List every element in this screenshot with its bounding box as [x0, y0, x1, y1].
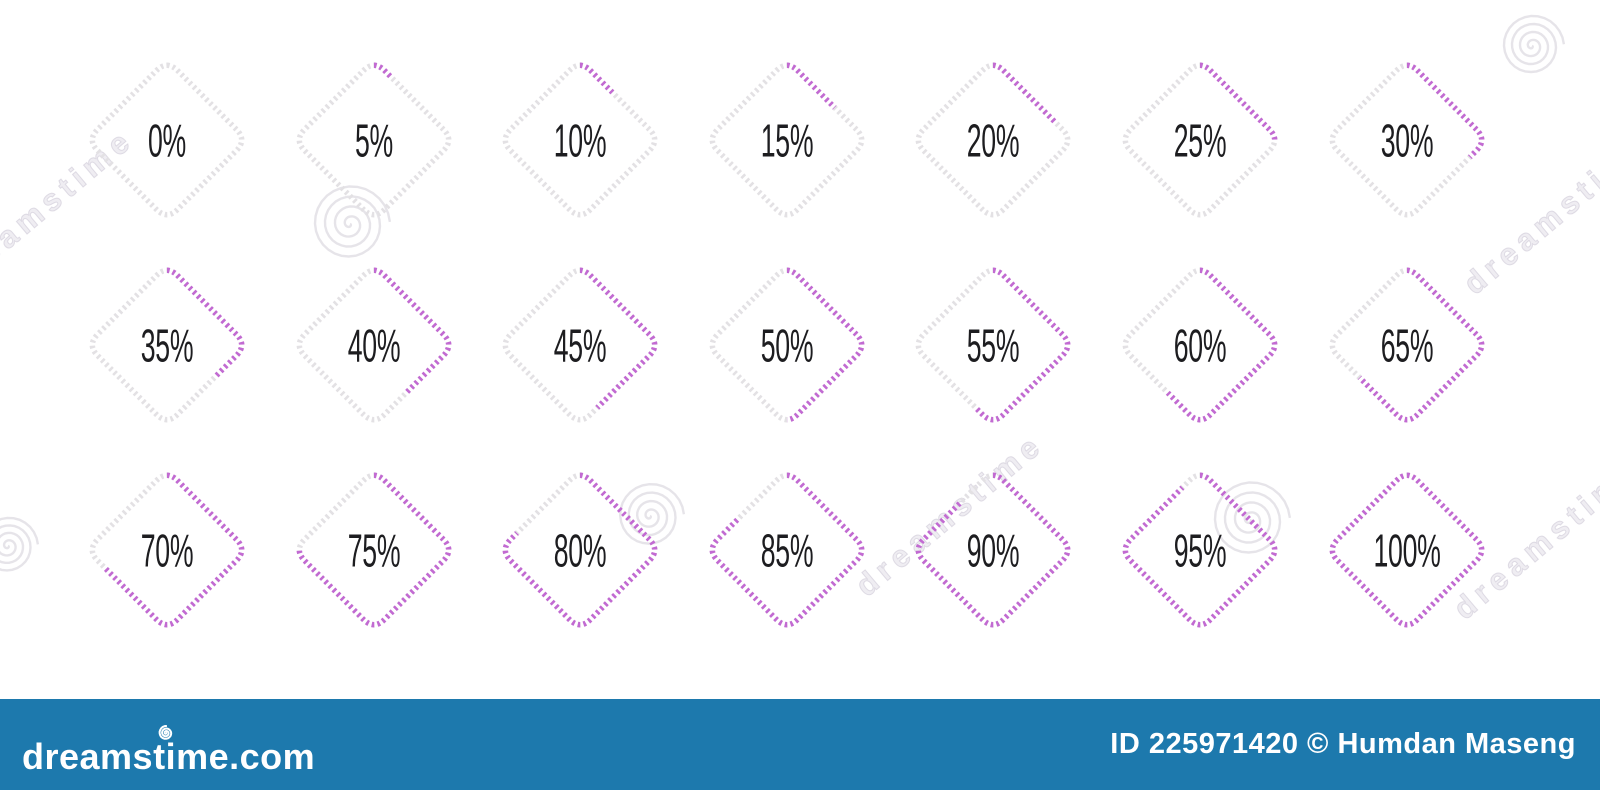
rhombus-progress-20: 20%: [915, 62, 1071, 218]
rhombus-progress-50: 50%: [709, 267, 865, 423]
diagram-cell-55pct: 55%: [893, 245, 1093, 445]
diagram-cell-60pct: 60%: [1100, 245, 1300, 445]
rhombus-progress-75: 75%: [296, 472, 452, 628]
progress-path: [502, 472, 658, 628]
diagram-cell-85pct: 85%: [687, 450, 887, 650]
percent-label: 80%: [554, 525, 607, 576]
percent-label: 100%: [1373, 525, 1440, 576]
progress-path: [1329, 62, 1485, 218]
watermark-spiral-icon: [1213, 481, 1292, 554]
percent-label: 55%: [967, 320, 1020, 371]
percent-label: 40%: [347, 320, 400, 371]
progress-path: [915, 472, 1071, 628]
image-credit: ID 225971420 © Humdan Maseng: [1110, 728, 1576, 760]
rhombus-progress-15: 15%: [709, 62, 865, 218]
diagram-cell-25pct: 25%: [1100, 40, 1300, 240]
progress-path: [502, 267, 658, 423]
diagram-cell-50pct: 50%: [687, 245, 887, 445]
diagram-cell-35pct: 35%: [67, 245, 267, 445]
progress-path: [1122, 62, 1278, 218]
rhombus-progress-25: 25%: [1122, 62, 1278, 218]
rhombus-progress-60: 60%: [1122, 267, 1278, 423]
progress-path: [1122, 472, 1278, 628]
diagram-cell-10pct: 10%: [480, 40, 680, 240]
diagram-cell-15pct: 15%: [687, 40, 887, 240]
progress-path: [709, 267, 865, 423]
rhombus-progress-85: 85%: [709, 472, 865, 628]
watermark-spiral-icon: [618, 482, 686, 545]
rhombus-progress-90: 90%: [915, 472, 1071, 628]
percent-label: 90%: [967, 525, 1020, 576]
watermark-spiral-icon: [1502, 14, 1566, 74]
progress-path: [1329, 472, 1485, 628]
diagram-cell-40pct: 40%: [274, 245, 474, 445]
rhombus-progress-95: 95%: [1122, 472, 1278, 628]
percent-label: 25%: [1174, 115, 1227, 166]
watermark-spiral-icon: [0, 516, 40, 572]
progress-path: [915, 62, 1071, 218]
diagram-cell-20pct: 20%: [893, 40, 1093, 240]
progress-path: [296, 472, 452, 628]
diagram-cell-90pct: 90%: [893, 450, 1093, 650]
diagram-cell-75pct: 75%: [274, 450, 474, 650]
rhombus-progress-5: 5%: [296, 62, 452, 218]
progress-path: [1122, 267, 1278, 423]
rhombus-progress-65: 65%: [1329, 267, 1485, 423]
diagram-cell-80pct: 80%: [480, 450, 680, 650]
progress-path: [502, 62, 658, 218]
dreamstime-brand-text: dreamstime.com: [22, 736, 316, 777]
watermark-spiral-icon: [313, 185, 392, 258]
rhombus-progress-35: 35%: [89, 267, 245, 423]
footer-bar: dreamstime.com ID 225971420 © Humdan Mas…: [0, 699, 1600, 790]
progress-path: [89, 62, 245, 218]
percent-label: 35%: [141, 320, 194, 371]
diagram-cell-30pct: 30%: [1307, 40, 1507, 240]
diagram-cell-70pct: 70%: [67, 450, 267, 650]
percent-label: 70%: [141, 525, 194, 576]
progress-path: [89, 267, 245, 423]
progress-path: [89, 472, 245, 628]
diagram-cell-45pct: 45%: [480, 245, 680, 445]
rhombus-progress-70: 70%: [89, 472, 245, 628]
rhombus-progress-100: 100%: [1329, 472, 1485, 628]
diagram-cell-0pct: 0%: [67, 40, 267, 240]
progress-path: [296, 62, 452, 218]
percent-label: 0%: [148, 115, 186, 166]
rhombus-progress-80: 80%: [502, 472, 658, 628]
percent-label: 85%: [761, 525, 814, 576]
percent-label: 65%: [1380, 320, 1433, 371]
percent-label: 75%: [347, 525, 400, 576]
progress-path: [915, 267, 1071, 423]
rhombus-progress-45: 45%: [502, 267, 658, 423]
rhombus-progress-0: 0%: [89, 62, 245, 218]
diagram-cell-100pct: 100%: [1307, 450, 1507, 650]
rhombus-progress-30: 30%: [1329, 62, 1485, 218]
rhombus-progress-40: 40%: [296, 267, 452, 423]
percent-label: 5%: [355, 115, 393, 166]
percent-label: 10%: [554, 115, 607, 166]
percent-label: 15%: [761, 115, 814, 166]
rhombus-progress-10: 10%: [502, 62, 658, 218]
percent-label: 50%: [761, 320, 814, 371]
diagram-cell-65pct: 65%: [1307, 245, 1507, 445]
progress-path: [1329, 267, 1485, 423]
rhombus-progress-55: 55%: [915, 267, 1071, 423]
diagram-cell-95pct: 95%: [1100, 450, 1300, 650]
progress-path: [709, 62, 865, 218]
progress-path: [296, 267, 452, 423]
diagram-cell-5pct: 5%: [274, 40, 474, 240]
percent-label: 20%: [967, 115, 1020, 166]
dreamstime-spiral-icon: [158, 725, 173, 740]
percent-label: 60%: [1174, 320, 1227, 371]
percent-label: 30%: [1380, 115, 1433, 166]
percent-label: 45%: [554, 320, 607, 371]
progress-path: [709, 472, 865, 628]
percent-label: 95%: [1174, 525, 1227, 576]
